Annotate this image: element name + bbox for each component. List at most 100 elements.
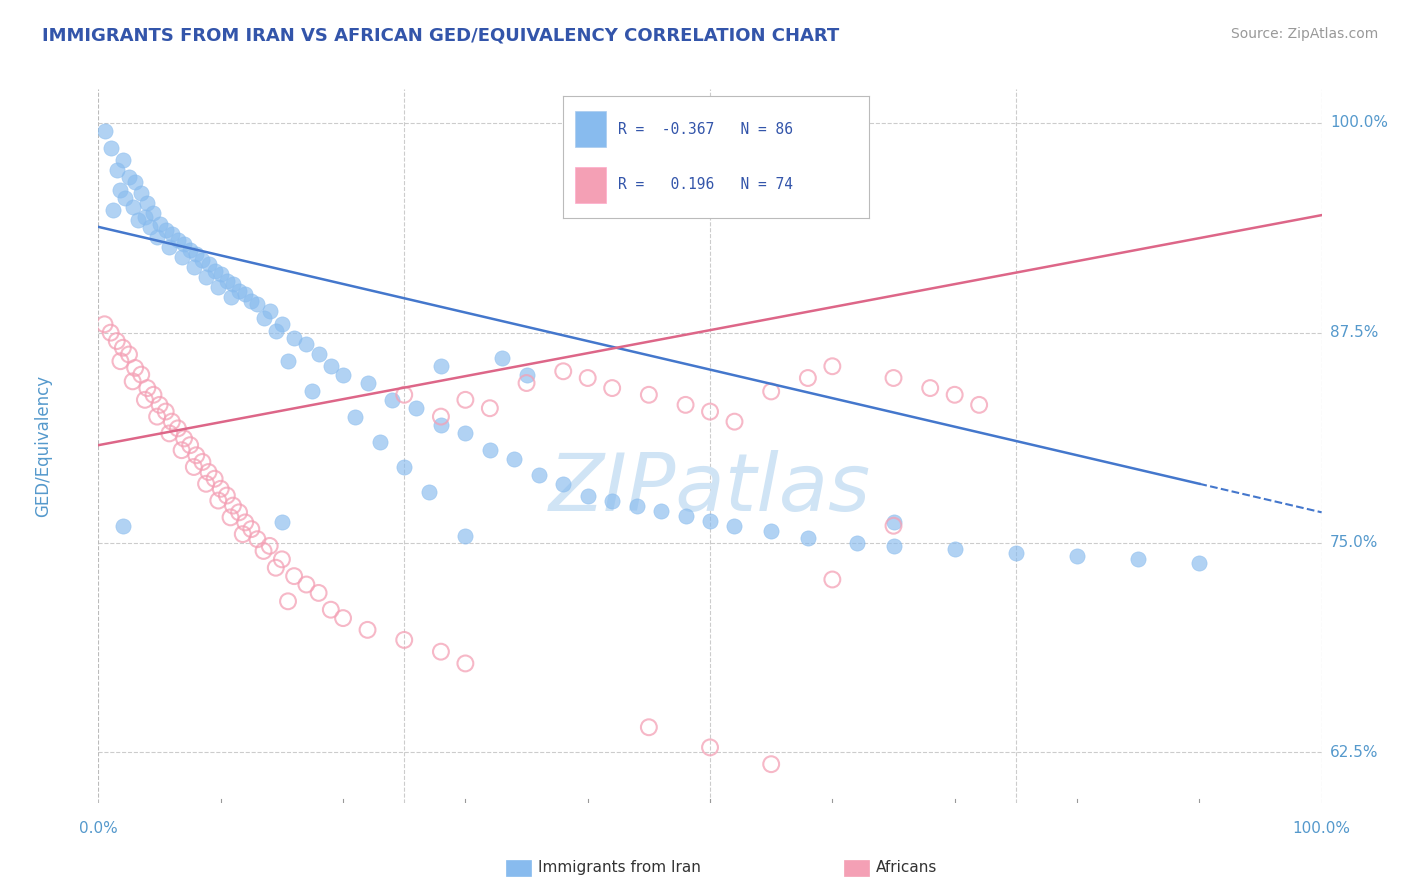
Point: [295, 337, 318, 351]
Point: [157, 426, 180, 441]
Point: [240, 293, 263, 308]
Point: [105, 334, 128, 348]
Text: 62.5%: 62.5%: [1330, 745, 1378, 760]
Text: 75.0%: 75.0%: [1330, 535, 1378, 550]
Point: [515, 376, 537, 390]
Point: [356, 623, 378, 637]
FancyBboxPatch shape: [575, 111, 606, 147]
Point: [478, 443, 501, 458]
Point: [121, 375, 143, 389]
Point: [183, 460, 205, 475]
Point: [332, 611, 354, 625]
Point: [308, 347, 330, 361]
Point: [277, 594, 299, 608]
Point: [699, 740, 721, 755]
Point: [179, 244, 201, 258]
Point: [259, 303, 281, 318]
Point: [93, 318, 115, 332]
Point: [219, 290, 242, 304]
Point: [821, 359, 844, 374]
Point: [600, 381, 623, 395]
Point: [179, 438, 201, 452]
Point: [209, 482, 232, 496]
Point: [160, 415, 183, 429]
Point: [155, 404, 177, 418]
Point: [160, 227, 183, 241]
Point: [943, 388, 966, 402]
Point: [761, 757, 783, 772]
Point: [368, 434, 391, 449]
Point: [252, 544, 274, 558]
Point: [195, 270, 218, 285]
Point: [246, 297, 269, 311]
Point: [626, 499, 648, 513]
Point: [209, 267, 232, 281]
Point: [170, 443, 193, 458]
Point: [215, 489, 238, 503]
Text: 100.0%: 100.0%: [1292, 821, 1351, 836]
Point: [118, 347, 141, 361]
Point: [430, 359, 453, 374]
Point: [430, 409, 453, 424]
Point: [197, 465, 219, 479]
Point: [797, 371, 820, 385]
Point: [207, 280, 229, 294]
Point: [219, 510, 242, 524]
Point: [197, 257, 219, 271]
Point: [637, 388, 661, 402]
Point: [183, 260, 205, 275]
Point: [344, 409, 367, 424]
Point: [207, 493, 229, 508]
Point: [392, 460, 416, 475]
Point: [146, 409, 169, 424]
Point: [301, 384, 323, 399]
Point: [553, 364, 575, 378]
Point: [191, 455, 214, 469]
Point: [675, 508, 697, 523]
Text: Source: ZipAtlas.com: Source: ZipAtlas.com: [1230, 27, 1378, 41]
Point: [167, 233, 190, 247]
Point: [264, 324, 287, 338]
Point: [277, 354, 299, 368]
Point: [270, 318, 294, 332]
Point: [233, 516, 256, 530]
Point: [295, 577, 318, 591]
Point: [576, 371, 599, 385]
Point: [723, 415, 745, 429]
Point: [121, 200, 143, 214]
Point: [392, 388, 416, 402]
Point: [129, 368, 152, 382]
Point: [215, 274, 238, 288]
Point: [270, 516, 294, 530]
Point: [883, 371, 905, 385]
Text: R =  -0.367   N = 86: R = -0.367 N = 86: [619, 121, 793, 136]
Point: [136, 196, 159, 211]
Point: [186, 246, 208, 260]
Point: [430, 417, 453, 432]
Point: [319, 359, 342, 374]
Point: [967, 398, 990, 412]
Point: [356, 376, 378, 390]
Point: [430, 645, 453, 659]
Text: Africans: Africans: [876, 861, 938, 875]
Point: [233, 287, 256, 301]
Point: [308, 586, 330, 600]
Point: [1128, 552, 1150, 566]
Point: [454, 426, 477, 441]
Point: [111, 518, 134, 533]
Text: ZIPatlas: ZIPatlas: [548, 450, 872, 528]
Point: [167, 421, 190, 435]
Point: [418, 485, 440, 500]
Point: [146, 230, 169, 244]
Point: [124, 175, 146, 189]
Point: [699, 404, 721, 418]
Point: [675, 398, 697, 412]
Point: [110, 183, 132, 197]
Point: [100, 141, 122, 155]
Point: [134, 392, 156, 407]
Text: IMMIGRANTS FROM IRAN VS AFRICAN GED/EQUIVALENCY CORRELATION CHART: IMMIGRANTS FROM IRAN VS AFRICAN GED/EQUI…: [42, 27, 839, 45]
Point: [503, 451, 526, 466]
Text: R =   0.196   N = 74: R = 0.196 N = 74: [619, 178, 793, 193]
Point: [283, 331, 305, 345]
Point: [637, 720, 661, 734]
